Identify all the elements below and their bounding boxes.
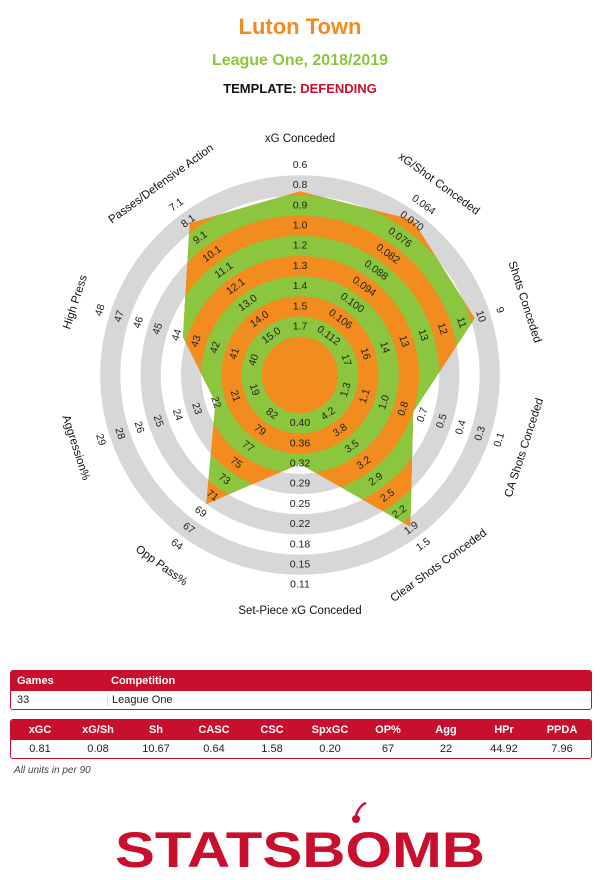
tick-label: 19 <box>247 382 262 397</box>
template-prefix: TEMPLATE: <box>223 81 297 96</box>
stats-table: xGC xG/Sh Sh CASC CSC SpxGC OP% Agg HPr … <box>10 719 592 759</box>
tick-label: 24 <box>170 407 185 422</box>
stat-value-xgc: 0.81 <box>29 743 51 755</box>
radar-chart: 0.6 0.8 0.9 1.0 1.2 1.3 1.4 1.5 1.7 xG Conceded 0.… <box>59 133 546 617</box>
tick-label: 1.7 <box>293 320 308 332</box>
template-label: TEMPLATE: DEFENDING <box>0 81 600 96</box>
tick-label: 0.22 <box>290 518 311 530</box>
tick-label: 40 <box>246 353 261 368</box>
tick-label: 1.3 <box>293 260 308 272</box>
bomb-icon <box>352 801 367 823</box>
tick-label: 44 <box>169 327 184 342</box>
games-table: Games Competition 33 League One <box>10 670 592 710</box>
tick-label: 9 <box>493 305 506 314</box>
stat-value-spxgc: 0.20 <box>319 743 341 755</box>
tick-label: 29 <box>93 432 108 447</box>
stat-header-hpr: HPr <box>494 724 514 736</box>
stat-header-op: OP% <box>375 724 401 736</box>
axis-label: High Press <box>61 273 90 330</box>
tick-label: 11 <box>454 316 469 330</box>
tick-label: 1.0 <box>293 219 308 231</box>
axis-label: xG Conceded <box>265 133 335 145</box>
tick-label: 0.25 <box>290 498 311 510</box>
tick-label: 21 <box>228 389 243 404</box>
logo-text: STATSBOMB <box>115 822 485 875</box>
tick-label: 16 <box>358 346 373 361</box>
tick-label: 10 <box>473 309 488 324</box>
stat-header-agg: Agg <box>435 724 457 736</box>
competition-value: League One <box>112 694 173 706</box>
stat-header-csc: CSC <box>260 724 284 736</box>
competition-header: Competition <box>111 675 176 687</box>
games-value: 33 <box>11 694 108 706</box>
statsbomb-logo: STATSBOMB <box>115 801 485 875</box>
stat-header-spxgc: SpxGC <box>311 724 349 736</box>
games-table-row: 33 League One <box>11 691 591 709</box>
tick-label: 0.40 <box>290 417 311 429</box>
tick-label: 0.11 <box>290 579 310 591</box>
tick-label: 48 <box>93 303 108 318</box>
stat-header-xgsh: xG/Sh <box>82 724 114 736</box>
template-value: DEFENDING <box>300 81 377 96</box>
tick-label: 47 <box>112 309 127 324</box>
tick-label: 26 <box>132 420 147 435</box>
tick-label: 46 <box>131 315 146 330</box>
tick-label: 12 <box>435 321 450 336</box>
tick-label: 0.9 <box>293 199 308 211</box>
tick-label: 25 <box>151 414 166 429</box>
tick-label: 1.1 <box>357 387 373 405</box>
tick-label: 0.3 <box>472 425 488 443</box>
tick-label: 1.2 <box>293 240 308 252</box>
stat-value-ppda: 7.96 <box>551 743 573 755</box>
tick-label: 1.4 <box>293 280 308 292</box>
tick-label: 0.5 <box>434 412 450 430</box>
tick-label: 14 <box>377 340 392 355</box>
games-header: Games <box>17 675 54 687</box>
tick-label: 42 <box>208 340 223 355</box>
tick-label: 22 <box>208 395 223 410</box>
stat-header-sh: Sh <box>148 724 164 736</box>
tick-label: 1.3 <box>338 381 354 399</box>
stats-table-row: 0.81 0.08 10.67 0.64 1.58 0.20 67 22 44.… <box>11 740 591 758</box>
tick-label: 0.7 <box>415 406 431 424</box>
player-shape <box>183 191 475 527</box>
stat-value-sh: 10.67 <box>142 743 170 755</box>
stat-header-casc: CASC <box>198 724 230 736</box>
player-core <box>262 337 338 413</box>
tick-label: 17 <box>339 353 354 368</box>
tick-label: 0.8 <box>293 179 308 191</box>
tick-label: 0.36 <box>290 437 311 449</box>
chart-subtitle: League One, 2018/2019 <box>211 52 389 69</box>
tick-label: 0.6 <box>293 159 308 171</box>
units-note: All units in per 90 <box>14 765 91 776</box>
games-table-header: Games Competition <box>11 671 591 691</box>
tick-label: 0.1 <box>491 431 507 449</box>
tick-label: 13 <box>396 334 411 349</box>
tick-label: 0.4 <box>453 418 469 436</box>
stat-header-ppda: PPDA <box>546 724 578 736</box>
tick-label: 0.15 <box>290 558 311 570</box>
stat-value-op: 67 <box>381 743 395 755</box>
chart-title: Luton Town <box>238 14 362 39</box>
stat-value-xgsh: 0.08 <box>87 743 109 755</box>
tick-label: 13 <box>415 328 430 343</box>
tick-label: 1.0 <box>376 393 392 411</box>
stats-table-header: xGC xG/Sh Sh CASC CSC SpxGC OP% Agg HPr … <box>11 720 591 740</box>
stat-value-agg: 22 <box>439 743 453 755</box>
tick-label: 43 <box>189 334 204 349</box>
axis-label: Set-Piece xG Conceded <box>238 605 361 617</box>
tick-label: 0.8 <box>395 400 411 418</box>
tick-label: 0.29 <box>290 478 311 490</box>
tick-label: 1.5 <box>293 300 308 312</box>
tick-label: 45 <box>150 321 165 336</box>
tick-label: 0.32 <box>290 457 311 469</box>
tick-label: 0.18 <box>290 538 311 550</box>
tick-label: 28 <box>112 426 127 441</box>
stat-value-casc: 0.64 <box>203 743 225 755</box>
tick-label: 23 <box>189 401 204 416</box>
stat-header-xgc: xGC <box>28 724 52 736</box>
stat-value-hpr: 44.92 <box>490 743 518 755</box>
tick-label: 41 <box>227 346 242 361</box>
stat-value-csc: 1.58 <box>261 743 283 755</box>
